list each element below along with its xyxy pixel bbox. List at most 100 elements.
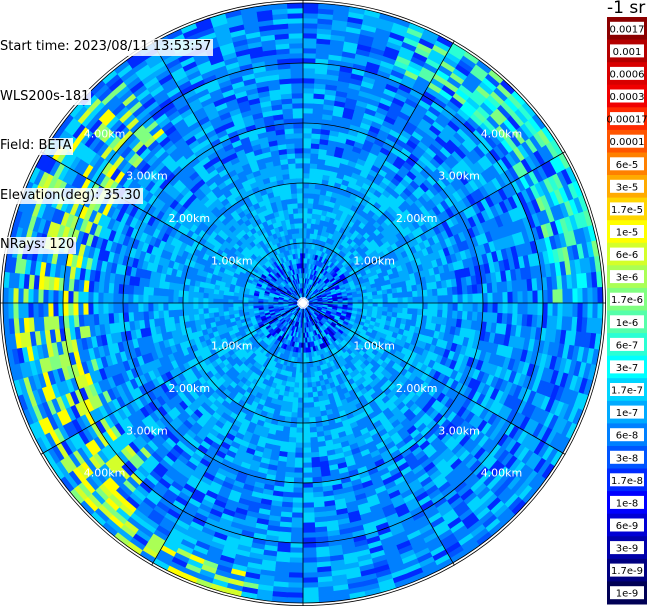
field-cell	[557, 289, 564, 304]
field-cell	[297, 402, 304, 409]
field-cell	[292, 487, 304, 494]
field-cell	[302, 407, 310, 414]
field-cell	[295, 427, 304, 434]
field-cell	[309, 172, 317, 180]
field-cell	[309, 441, 319, 449]
field-cell	[302, 437, 311, 444]
field-cell	[542, 302, 549, 317]
field-cell	[294, 457, 304, 464]
field-cell	[302, 432, 311, 439]
field-cell	[310, 451, 320, 459]
field-cell	[292, 492, 304, 499]
field-cell	[302, 462, 312, 469]
field-cell	[487, 302, 494, 314]
field-cell	[582, 302, 589, 319]
field-cell	[289, 547, 304, 554]
field-cell	[387, 297, 394, 304]
field-cell	[477, 293, 484, 304]
field-cell	[302, 32, 318, 39]
field-cell	[482, 292, 489, 304]
field-cell	[293, 472, 304, 479]
field-cell	[436, 309, 444, 318]
field-cell	[472, 293, 479, 304]
field-cell	[447, 302, 454, 312]
field-cell	[302, 522, 316, 529]
field-cell	[302, 82, 315, 89]
field-cell	[302, 222, 308, 229]
field-cell	[297, 387, 304, 394]
field-cell	[362, 299, 369, 304]
field-cell	[441, 287, 449, 297]
field-cell	[295, 437, 304, 444]
field-cell	[309, 431, 318, 439]
field-cell	[302, 377, 308, 384]
field-cell	[302, 27, 318, 34]
field-cell	[357, 299, 364, 304]
field-cell	[311, 386, 318, 393]
field-cell	[392, 292, 399, 299]
field-cell	[386, 288, 393, 295]
field-cell	[309, 426, 317, 434]
field-cell	[562, 302, 569, 318]
field-cell	[302, 37, 318, 44]
field-cell	[292, 397, 299, 404]
field-cell	[302, 22, 319, 29]
field-cell	[307, 212, 313, 219]
field-cell	[447, 294, 454, 304]
field-cell	[417, 302, 424, 310]
field-cell	[417, 308, 424, 316]
field-cell	[288, 567, 304, 574]
field-cell	[547, 302, 554, 317]
field-cell	[289, 542, 304, 549]
field-cell	[407, 296, 414, 304]
field-cell	[382, 302, 389, 308]
field-cell	[517, 302, 524, 315]
field-cell	[302, 592, 319, 599]
field-cell	[307, 397, 314, 404]
field-cell	[302, 197, 309, 204]
field-cell	[296, 407, 304, 414]
field-cell	[457, 294, 464, 304]
field-cell	[302, 107, 314, 114]
field-cell	[302, 97, 315, 104]
field-cell	[302, 542, 317, 549]
field-cell	[302, 492, 314, 499]
field-cell	[457, 302, 464, 312]
field-cell	[296, 422, 304, 429]
field-cell	[291, 512, 304, 519]
field-cell	[512, 302, 519, 315]
field-cell	[302, 517, 315, 524]
field-cell	[597, 302, 604, 320]
field-cell	[302, 127, 313, 134]
field-cell	[387, 302, 394, 309]
field-cell	[302, 217, 308, 224]
field-cell	[592, 287, 599, 304]
field-cell	[309, 167, 318, 175]
field-cell	[542, 289, 549, 304]
field-cell	[302, 372, 308, 379]
field-cell	[306, 377, 312, 384]
field-cell	[292, 482, 304, 489]
field-cell	[302, 352, 307, 359]
field-cell	[392, 302, 399, 309]
field-cell	[377, 298, 384, 304]
field-cell	[507, 291, 514, 304]
field-cell	[427, 295, 434, 304]
field-cell	[382, 293, 389, 300]
field-cell	[426, 309, 434, 317]
field-cell	[288, 562, 304, 569]
field-cell	[302, 112, 314, 119]
field-cell	[311, 381, 317, 388]
field-cell	[286, 597, 304, 604]
field-cell	[307, 392, 314, 399]
field-cell	[362, 295, 369, 301]
field-cell	[302, 537, 316, 544]
field-cell	[308, 182, 316, 189]
field-cell	[477, 302, 484, 313]
field-cell	[422, 296, 429, 304]
field-cell	[302, 472, 313, 479]
field-cell	[377, 294, 384, 300]
field-cell	[381, 289, 388, 295]
field-cell	[552, 289, 559, 304]
